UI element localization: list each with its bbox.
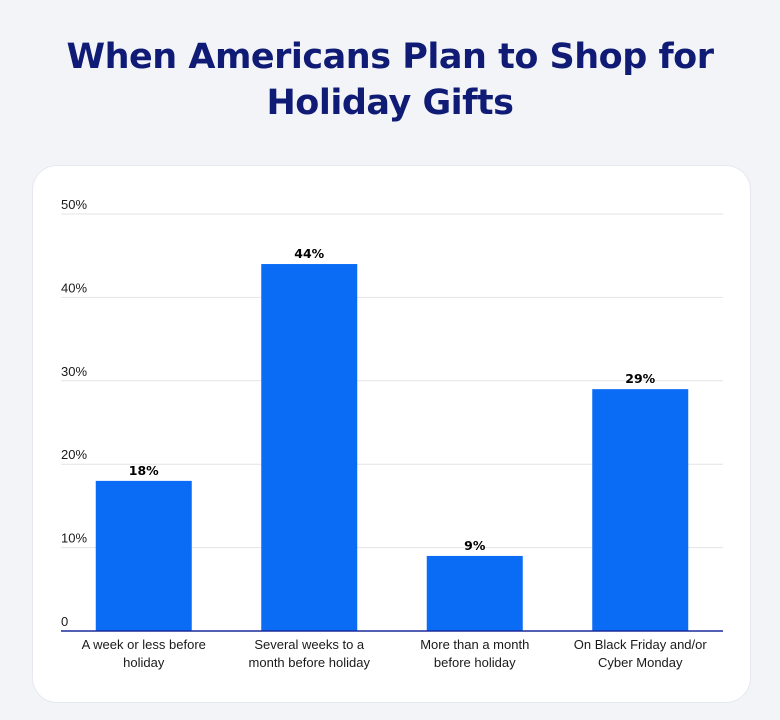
- x-tick-label-line: holiday: [123, 655, 165, 670]
- x-tick-label: More than a month before holiday: [420, 637, 529, 670]
- data-label: 18%: [129, 463, 159, 478]
- x-tick-label-line: month before holiday: [249, 655, 371, 670]
- y-tick-label: 20%: [61, 447, 87, 462]
- data-label: 29%: [625, 371, 655, 386]
- bar: [95, 480, 192, 631]
- data-label: 44%: [294, 246, 324, 261]
- y-tick-label: 0: [61, 614, 68, 629]
- bar: [592, 389, 689, 631]
- bar: [426, 555, 523, 631]
- y-tick-label: 50%: [61, 197, 87, 212]
- chart-card: 0 10% 20% 30% 40% 50% 18% A week or less before…: [33, 166, 750, 702]
- bar-chart: 0 10% 20% 30% 40% 50% 18% A week or less before…: [61, 197, 723, 670]
- x-tick-label-line: Several weeks to a: [254, 637, 365, 652]
- chart-title-line-1: When Americans Plan to Shop for: [66, 37, 715, 77]
- data-label: 9%: [464, 538, 486, 553]
- x-tick-label-line: More than a month: [420, 637, 529, 652]
- x-tick-label: A week or less before holiday: [82, 637, 206, 670]
- x-tick-label-line: A week or less before: [82, 637, 206, 652]
- chart-title: When Americans Plan to Shop for Holiday …: [0, 34, 780, 126]
- x-tick-label-line: Cyber Monday: [598, 655, 683, 670]
- x-tick-label: On Black Friday and/or Cyber Monday: [574, 637, 708, 670]
- y-tick-label: 30%: [61, 364, 87, 379]
- chart-title-line-2: Holiday Gifts: [266, 83, 514, 123]
- x-tick-label-line: On Black Friday and/or: [574, 637, 708, 652]
- y-tick-label: 40%: [61, 280, 87, 295]
- x-tick-label: Several weeks to a month before holiday: [249, 637, 371, 670]
- bar: [261, 264, 358, 631]
- y-tick-label: 10%: [61, 531, 87, 546]
- x-tick-label-line: before holiday: [434, 655, 516, 670]
